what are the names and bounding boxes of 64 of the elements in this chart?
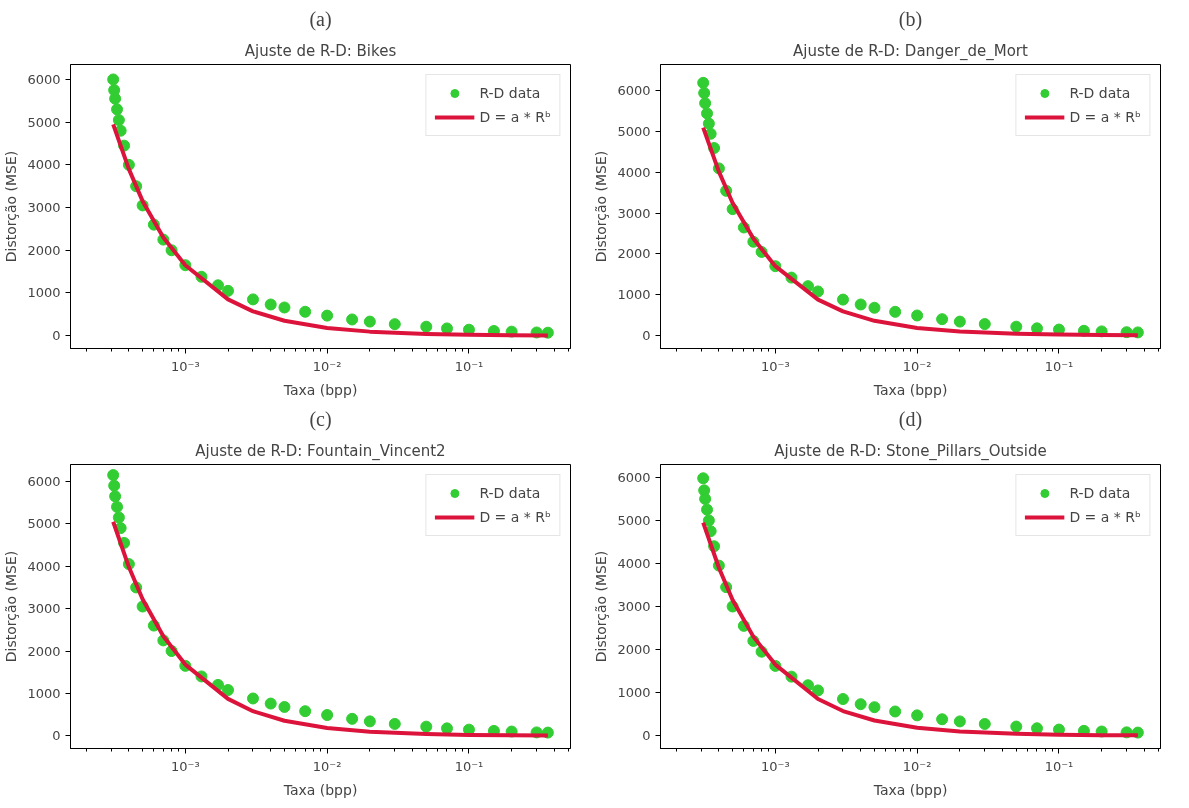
legend-label: R-D data	[479, 85, 541, 101]
y-tick-label: 3000	[617, 599, 651, 614]
x-axis-title: Taxa (bpp)	[282, 381, 358, 398]
y-tick-label: 3000	[617, 205, 651, 221]
y-tick-label: 6000	[27, 473, 61, 489]
x-tick-label: 10⁻¹	[1044, 358, 1074, 374]
legend-label: D = a * Rᵇ	[479, 109, 551, 125]
legend-label: D = a * Rᵇ	[1069, 509, 1141, 525]
y-tick-label: 1000	[27, 685, 61, 701]
y-tick-label: 1000	[617, 685, 651, 701]
y-tick-label: 5000	[27, 516, 61, 532]
x-tick-label: 10⁻²	[312, 758, 342, 774]
y-tick-label: 2000	[617, 246, 651, 262]
x-tick-label: 10⁻²	[312, 358, 342, 374]
y-tick-label: 5000	[617, 124, 651, 140]
text: (a)	[309, 7, 332, 31]
x-axis-title: Taxa (bpp)	[872, 381, 948, 398]
y-tick-label: 2000	[27, 643, 61, 659]
y-axis-title: Distorção (MSE)	[593, 150, 610, 263]
legend-label: D = a * Rᵇ	[479, 509, 551, 525]
chart-title: Ajuste de R-D: Bikes	[244, 41, 397, 60]
x-tick-label: 10⁻³	[171, 758, 200, 774]
y-tick-label: 1000	[617, 287, 651, 303]
x-axis-title: Taxa (bpp)	[282, 781, 358, 798]
x-tick-label: 10⁻¹	[454, 358, 484, 374]
y-tick-label: 0	[52, 728, 61, 744]
text: (d)	[898, 407, 923, 431]
y-axis-title: Distorção (MSE)	[3, 150, 20, 263]
y-tick-label: 4000	[617, 555, 651, 571]
x-tick-label: 10⁻³	[761, 358, 790, 374]
chart-title: Ajuste de R-D: Danger_de_Mort	[793, 41, 1029, 61]
y-tick-label: 4000	[27, 558, 61, 574]
x-tick-label: 10⁻¹	[1044, 758, 1074, 774]
x-tick-label: 10⁻³	[171, 358, 200, 374]
chart-title: Ajuste de R-D: Fountain_Vincent2	[195, 441, 446, 461]
y-axis-title: Distorção (MSE)	[593, 550, 610, 663]
y-tick-label: 1000	[27, 285, 61, 301]
y-tick-label: 5000	[617, 512, 651, 528]
x-tick-label: 10⁻²	[902, 358, 932, 374]
x-tick-label: 10⁻²	[902, 758, 932, 774]
x-tick-label: 10⁻¹	[454, 758, 484, 774]
y-tick-label: 2000	[27, 242, 61, 258]
y-tick-label: 0	[642, 728, 651, 744]
y-tick-label: 3000	[27, 601, 61, 617]
y-tick-label: 6000	[617, 83, 651, 99]
x-axis-title: Taxa (bpp)	[872, 781, 948, 798]
x-tick-label: 10⁻³	[761, 758, 790, 774]
y-tick-label: 4000	[27, 157, 61, 173]
legend-label: R-D data	[1069, 485, 1131, 501]
y-tick-label: 4000	[617, 164, 651, 180]
y-tick-label: 0	[642, 327, 651, 343]
y-tick-label: 0	[52, 328, 61, 344]
text: (c)	[309, 407, 332, 431]
y-tick-label: 6000	[27, 71, 61, 87]
y-tick-label: 2000	[617, 642, 651, 658]
legend-label: R-D data	[1069, 85, 1131, 101]
y-axis-title: Distorção (MSE)	[3, 550, 20, 663]
legend-label: D = a * Rᵇ	[1069, 109, 1141, 125]
y-tick-label: 6000	[617, 469, 651, 485]
legend-label: R-D data	[479, 485, 541, 501]
y-tick-label: 5000	[27, 114, 61, 130]
chart-title: Ajuste de R-D: Stone_Pillars_Outside	[774, 441, 1047, 461]
y-tick-label: 3000	[27, 200, 61, 216]
text: (b)	[898, 7, 923, 31]
